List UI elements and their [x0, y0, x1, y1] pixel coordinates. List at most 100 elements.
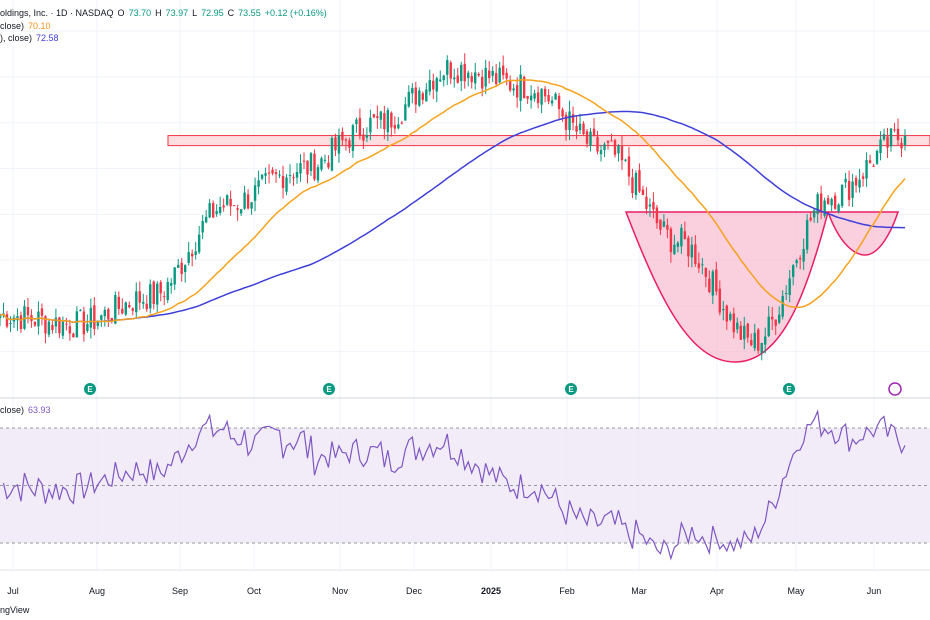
candle-body	[65, 323, 68, 325]
candle-body	[680, 227, 683, 247]
candle-body	[519, 74, 522, 101]
candle-body	[536, 92, 540, 104]
candle-body	[505, 72, 508, 79]
candle-body	[463, 63, 466, 82]
candle-body	[453, 77, 456, 80]
candle-body	[498, 67, 501, 83]
earnings-marker	[783, 383, 795, 395]
candle-body	[183, 265, 187, 272]
candle-body	[568, 111, 571, 131]
candle-body	[271, 169, 274, 174]
candle-body	[854, 178, 858, 186]
candle-body	[362, 134, 365, 141]
ma200-value: 72.58	[36, 33, 59, 43]
candle-body	[603, 144, 606, 150]
dividend-icon	[888, 382, 902, 396]
candle-body	[400, 122, 404, 124]
rsi-value: 63.93	[28, 405, 51, 415]
candle-body	[89, 307, 93, 328]
candle-body	[302, 160, 306, 162]
candle-body	[613, 140, 617, 155]
candle-body	[767, 316, 770, 336]
candle-body	[166, 281, 169, 301]
candle-body	[508, 80, 512, 91]
x-tick-label: Oct	[247, 586, 262, 596]
candle-body	[369, 117, 372, 133]
rsi-label: close)	[0, 405, 25, 415]
cup-shape	[624, 211, 829, 363]
candle-body	[522, 76, 526, 99]
candle-body	[571, 114, 575, 123]
candle-body	[683, 231, 687, 240]
candle-body	[215, 211, 218, 215]
candle-body	[704, 267, 708, 277]
candle-body	[903, 136, 907, 146]
earnings-marker	[565, 383, 577, 395]
x-axis: Jul Aug Sep Oct Nov Dec 2025 Feb Mar Apr May Jun	[0, 569, 930, 596]
candle-body	[676, 242, 680, 247]
candle-body	[170, 283, 173, 286]
rsi-pane	[0, 409, 930, 561]
candle-body	[830, 199, 833, 206]
candle-body	[501, 65, 505, 76]
candle-body	[858, 179, 861, 188]
candle-body	[669, 228, 673, 253]
resistance-band	[167, 135, 930, 147]
candle-body	[225, 195, 229, 205]
candle-body	[540, 88, 543, 105]
candle-body	[624, 159, 627, 161]
candle-body	[257, 180, 260, 187]
candle-body	[135, 291, 138, 313]
open-label: O	[117, 8, 125, 18]
candle-body	[208, 203, 211, 218]
candle-body	[295, 172, 299, 178]
candle-body	[900, 142, 903, 149]
candle-body	[232, 205, 236, 207]
candle-body	[47, 321, 51, 335]
ma200-label: ), close)	[0, 33, 33, 43]
candle-body	[791, 265, 795, 277]
candle-body	[805, 220, 809, 250]
x-tick-label: 2025	[481, 586, 501, 596]
candle-body	[187, 252, 190, 263]
ma50-label: close)	[0, 21, 25, 31]
candle-body	[725, 305, 728, 322]
candle-body	[673, 244, 676, 255]
candle-body	[512, 88, 515, 91]
candle-body	[316, 167, 320, 181]
candle-body	[460, 64, 463, 81]
candle-body	[138, 291, 141, 303]
candle-body	[397, 124, 400, 129]
low-label: L	[192, 8, 198, 18]
candle-body	[40, 308, 44, 316]
candle-body	[494, 73, 498, 84]
candle-body	[627, 156, 631, 177]
candle-body	[26, 307, 30, 316]
candle-body	[414, 87, 418, 105]
candle-body	[561, 109, 564, 117]
watermark: ngView	[0, 605, 30, 615]
candle-body	[638, 170, 641, 192]
candle-body	[694, 244, 697, 264]
candle-body	[72, 333, 75, 338]
ma50-value: 70.10	[28, 21, 51, 31]
candle-body	[355, 119, 358, 125]
ma50-legend: close) 70.10	[0, 20, 55, 32]
candle-body	[86, 323, 89, 331]
candle-body	[865, 160, 868, 179]
candle-body	[487, 70, 491, 79]
earnings-marker	[84, 383, 96, 395]
candle-body	[764, 336, 767, 345]
candle-body	[578, 123, 582, 131]
candle-body	[515, 85, 519, 98]
candle-body	[128, 305, 131, 308]
main-legend: oldings, Inc. · 1D · NASDAQ O 73.70 H 73.97 L…	[0, 7, 331, 19]
x-tick-label: Sep	[172, 586, 188, 596]
candle-body	[194, 251, 197, 255]
candle-body	[44, 316, 47, 334]
candle-body	[732, 313, 735, 333]
candle-body	[550, 100, 554, 104]
candle-body	[264, 173, 267, 176]
candle-body	[425, 89, 428, 102]
